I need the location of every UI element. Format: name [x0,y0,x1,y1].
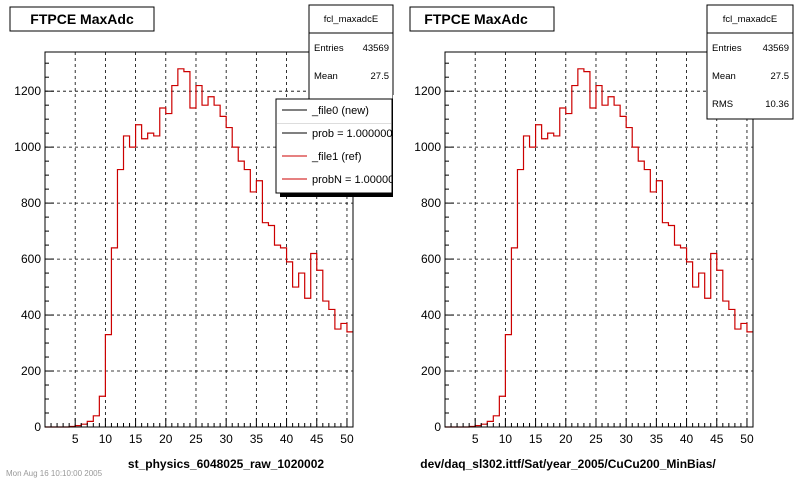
title-box [9,6,155,32]
left-histogram-panel: FTPCE MaxAdc 5 10 15 20 25 30 35 40 45 50 0 200 400 6… [6,4,409,478]
stats-entries-label: Entries [712,43,742,54]
series-layer [45,68,353,428]
x-tick-label: 20 [559,432,573,446]
series-layer [445,68,753,428]
x-tick-label: 25 [189,432,203,446]
stats-entries-label: Entries [314,43,344,54]
x-tick-label: 10 [99,432,113,446]
plot-frame-border [44,51,354,428]
y-tick-label: 800 [21,196,41,210]
y-tick-label: 1200 [414,84,441,98]
stats-mean-value: 27.5 [371,71,390,82]
stats-rms-label: RMS [712,99,733,110]
stats-name: fcl_maxadcE [723,14,777,25]
right-histogram-panel: FTPCE MaxAdc 5 10 15 20 25 30 35 40 45 50 0 200 400 6… [409,4,794,471]
stats-name: fcl_maxadcE [324,14,378,25]
x-tick-label: 45 [710,432,724,446]
legend-label-probn: probN = 1.000000 [312,174,400,186]
footer-timestamp: Mon Aug 16 10:10:00 2005 [6,469,103,478]
x-tick-label: 15 [529,432,543,446]
x-axis-label: dev/daq_sl302.ittf/Sat/year_2005/CuCu200… [420,457,716,471]
y-tick-label: 0 [34,420,41,434]
stats-mean-value: 27.5 [771,71,790,82]
x-tick-label: 50 [740,432,754,446]
y-tick-label: 400 [21,308,41,322]
plot-frame [444,51,754,428]
legend-label-prob: prob = 1.000000 [312,128,392,140]
stats-box: fcl_maxadcE Entries 43569 Mean 27.5 RMS … [706,4,794,120]
x-tick-label: 30 [619,432,633,446]
x-tick-label: 50 [340,432,354,446]
x-tick-label: 45 [310,432,324,446]
y-tick-label: 600 [421,252,441,266]
y-tick-label: 400 [421,308,441,322]
x-tick-label: 15 [129,432,143,446]
y-tick-label: 1000 [414,140,441,154]
axes: 5 10 15 20 25 30 35 40 45 50 0 200 400 600 800 1000 1200 [14,51,354,446]
stats-mean-label: Mean [314,71,338,82]
title-box [409,6,555,32]
x-tick-label: 30 [219,432,233,446]
histogram-series-line [45,68,353,428]
x-tick-label: 35 [250,432,264,446]
x-axis-label: st_physics_6048025_raw_1020002 [128,457,324,471]
legend: _file0 (new) prob = 1.000000 _file1 (ref… [275,98,400,197]
x-tick-label: 40 [280,432,294,446]
stats-rms-value: 10.36 [765,99,789,110]
y-tick-label: 200 [21,364,41,378]
stats-mean-label: Mean [712,71,736,82]
chart-title: FTPCE MaxAdc [424,11,528,27]
stats-entries-value: 43569 [763,43,789,54]
y-tick-label: 200 [421,364,441,378]
histogram-series-line [445,68,753,428]
x-tick-label: 20 [159,432,173,446]
x-tick-label: 35 [650,432,664,446]
plot-frame-border [444,51,754,428]
x-tick-label: 5 [72,432,79,446]
axes: 5 10 15 20 25 30 35 40 45 50 0 200 400 600 800 1000 1200 [414,51,754,446]
legend-frame [275,98,393,194]
panel-gap-mask [393,95,409,205]
stats-box-frame [706,4,794,120]
legend-label-file1: _file1 (ref) [311,151,362,163]
stats-entries-value: 43569 [363,43,389,54]
x-tick-label: 40 [680,432,694,446]
grid-lines [45,52,353,427]
legend-row-shade-1 [277,123,391,124]
stats-box: fcl_maxadcE Entries 43569 Mean 27.5 [308,4,394,116]
y-tick-label: 0 [434,420,441,434]
x-tick-label: 25 [589,432,603,446]
x-tick-label: 10 [499,432,513,446]
stats-box-frame [308,4,394,116]
x-tick-label: 5 [472,432,479,446]
y-tick-label: 600 [21,252,41,266]
y-tick-label: 1200 [14,84,41,98]
y-tick-label: 800 [421,196,441,210]
y-tick-label: 1000 [14,140,41,154]
legend-label-file0: _file0 (new) [311,105,369,117]
chart-title: FTPCE MaxAdc [30,11,134,27]
